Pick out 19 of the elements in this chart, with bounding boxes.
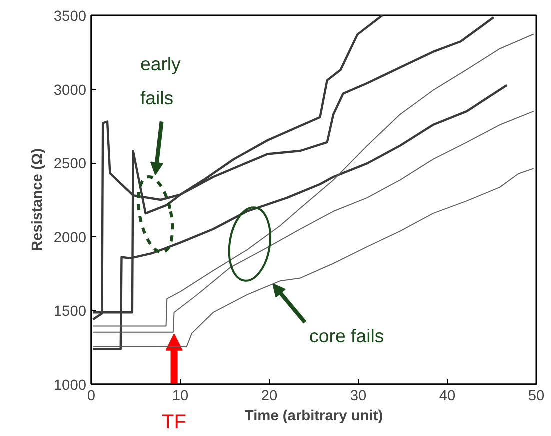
y-axis-title: Resistance (Ω) [30,148,46,252]
line-series [92,168,534,348]
text: TF [162,412,186,434]
y-tick-label: 3500 [54,9,87,25]
x-axis-title: Time (arbitrary unit) [244,408,384,424]
x-tick-label: 10 [172,388,189,404]
x-tick-label: 40 [439,388,456,404]
y-tick-label: 1500 [54,304,87,320]
annotation: core fails [310,325,384,346]
x-tick-label: 50 [528,388,545,404]
line-series [92,34,534,327]
y-tick-label: 1000 [54,378,87,394]
annotation: early fails [140,54,182,109]
y-tick-label: 2500 [54,156,87,173]
x-tick-label: 30 [350,388,367,404]
y-tick-label: 2000 [54,230,87,246]
x-tick-label: 0 [87,388,96,404]
x-tick-label: 20 [261,388,278,404]
y-tick-label: 3000 [54,82,87,99]
